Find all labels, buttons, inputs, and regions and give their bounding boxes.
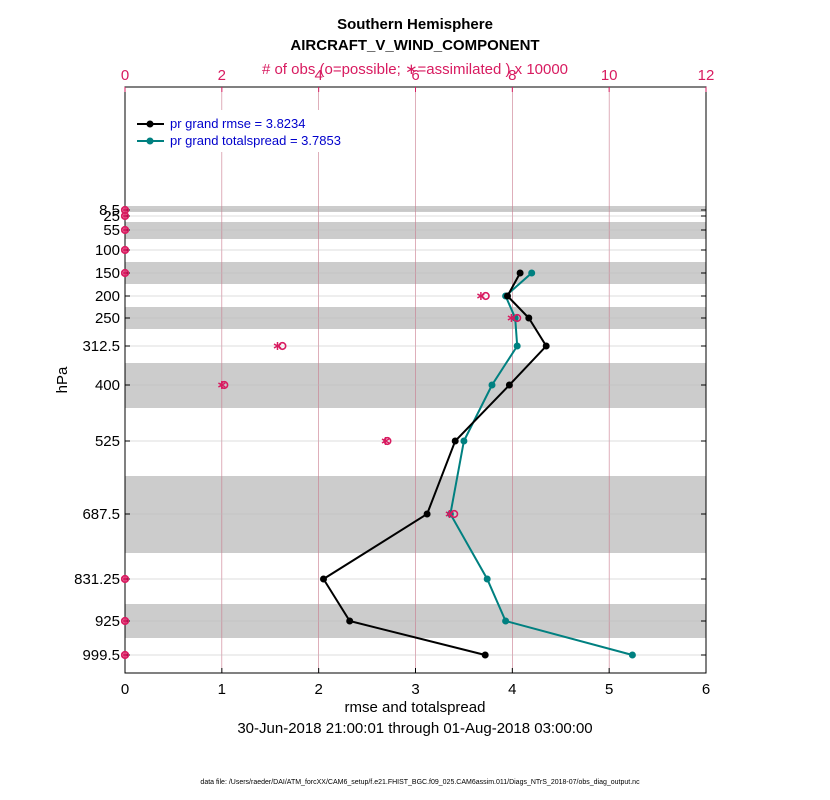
bottom-tick-label: 2 <box>314 681 322 698</box>
obs-layer <box>120 205 522 660</box>
bottom-tick-label: 5 <box>605 681 613 698</box>
level-tick-label: 525 <box>95 433 120 450</box>
top-tick-label: 2 <box>218 67 226 84</box>
series-totalspread-point <box>483 575 491 583</box>
level-tick-label: 200 <box>95 288 120 305</box>
obs-assimilated-marker <box>381 437 390 445</box>
series-rmse-point <box>481 651 489 659</box>
series-rmse-point <box>320 575 327 583</box>
bottom-tick-label: 3 <box>411 681 419 698</box>
bottom-tick-label: 1 <box>218 681 226 698</box>
grid-lines <box>125 87 706 673</box>
top-tick-label: 0 <box>121 67 129 84</box>
series-totalspread-point <box>513 342 521 350</box>
date-range: 30-Jun-2018 21:00:01 through 01-Aug-2018… <box>237 720 592 737</box>
chart-subtitle: AIRCRAFT_V_WIND_COMPONENT <box>290 37 539 54</box>
series-rmse-point <box>525 314 533 322</box>
top-axis-label: # of obs (o=possible; ∗=assimilated ) x … <box>262 61 568 78</box>
series-rmse-point <box>516 269 524 277</box>
obs-assimilated-marker <box>121 246 129 254</box>
series-rmse-line <box>322 272 548 656</box>
axis-ticks: 0 1 2 3 4 5 60 2 4 6 8 10 128.52555100150200250312.5… <box>74 67 714 698</box>
series-totalspread-point <box>460 437 468 445</box>
series-rmse-point <box>505 381 513 389</box>
chart-title: Southern Hemisphere <box>337 16 493 33</box>
top-tick-label: 4 <box>314 67 322 84</box>
obs-assimilated-marker <box>121 226 129 234</box>
obs-assimilated-marker <box>121 575 129 583</box>
obs-possible-marker <box>513 313 522 323</box>
series-rmse-point <box>423 510 431 518</box>
legend: pr grand rmse = 3.8234 pr grand totalspr… <box>131 110 371 152</box>
obs-assimilated-marker <box>121 651 129 659</box>
level-tick-label: 25 <box>103 208 120 225</box>
level-tick-label: 250 <box>95 310 120 327</box>
top-tick-label: 8 <box>508 67 516 84</box>
series-totalspread-point <box>628 651 636 659</box>
legend-rmse-marker <box>146 120 154 128</box>
level-tick-label: 831.25 <box>74 571 120 588</box>
obs-possible-marker <box>278 341 287 351</box>
level-tick-label: 400 <box>95 377 120 394</box>
top-tick-label: 10 <box>601 67 618 84</box>
obs-assimilated-marker <box>218 381 226 389</box>
obs-assimilated-marker <box>445 510 454 518</box>
obs-assimilated-marker <box>121 617 129 625</box>
bottom-tick-label: 4 <box>508 681 516 698</box>
level-tick-label: 55 <box>103 222 120 239</box>
obs-assimilated-marker <box>273 342 282 350</box>
series-rmse-point <box>451 437 459 445</box>
level-tick-label: 999.5 <box>82 647 120 664</box>
footer-datafile: data file: /Users/raeder/DAI/ATM_forcXX/… <box>200 779 640 786</box>
series-rmse-point <box>542 342 550 350</box>
legend-spread-marker <box>146 137 154 145</box>
top-tick-label: 6 <box>411 67 419 84</box>
series-totalspread-point <box>502 617 510 625</box>
level-tick-label: 312.5 <box>82 338 120 355</box>
obs-assimilated-marker <box>121 269 129 277</box>
x-axis-label: rmse and totalspread <box>345 699 486 716</box>
level-tick-label: 8.5 <box>99 202 120 219</box>
series-totalspread-point <box>488 381 496 389</box>
series-rmse-point <box>346 617 354 625</box>
bottom-tick-label: 0 <box>121 681 129 698</box>
obs-assimilated-marker <box>121 212 129 220</box>
series-totalspread-line <box>449 272 633 656</box>
level-tick-label: 100 <box>95 242 120 259</box>
obs-possible-marker <box>481 291 490 301</box>
legend-spread-label: pr grand totalspread = 3.7853 <box>170 133 341 148</box>
level-tick-label: 150 <box>95 265 120 282</box>
level-tick-label: 687.5 <box>82 506 120 523</box>
level-tick-label: 925 <box>95 613 120 630</box>
y-axis-label: hPa <box>54 366 71 393</box>
top-tick-label: 12 <box>698 67 715 84</box>
series-rmse-point <box>504 292 511 300</box>
obs-assimilated-marker <box>507 314 516 322</box>
bottom-tick-label: 6 <box>702 681 710 698</box>
series-totalspread-point <box>528 269 536 277</box>
legend-rmse-label: pr grand rmse = 3.8234 <box>170 116 306 131</box>
obs-assimilated-marker <box>477 292 485 300</box>
